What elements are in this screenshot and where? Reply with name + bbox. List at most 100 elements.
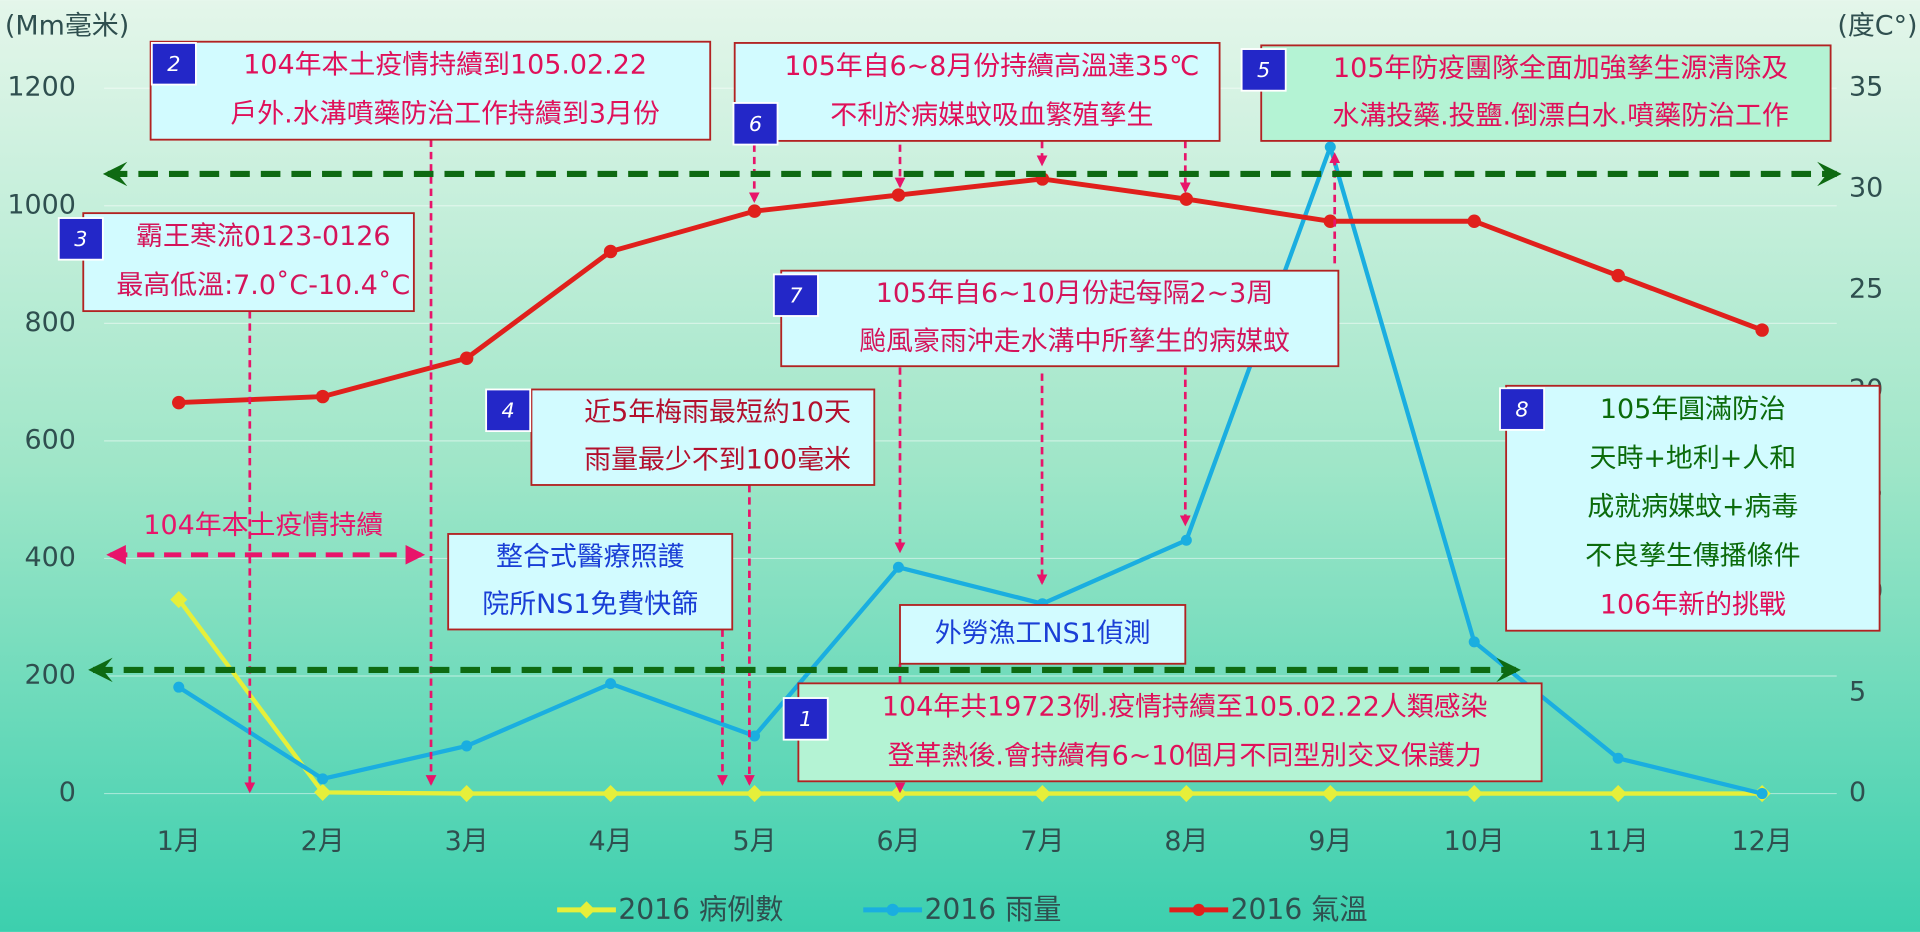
- point: [170, 591, 188, 609]
- annotation-text: 整合式醫療照護: [496, 541, 685, 572]
- annotation-text: 105年圓滿防治: [1600, 394, 1786, 425]
- badge-number: 3: [74, 227, 87, 251]
- point: [317, 773, 329, 785]
- annotation-text: 天時+地利+人和: [1590, 443, 1797, 474]
- annotation-text: 105年自6~8月份持續高溫達35℃: [784, 51, 1199, 82]
- x-tick-label: 11月: [1588, 826, 1649, 857]
- y-axis-label: (Mm毫米): [5, 11, 129, 42]
- point: [1756, 788, 1768, 800]
- point: [892, 561, 904, 573]
- point: [747, 204, 762, 218]
- point: [1609, 784, 1627, 803]
- y-tick-label: 1000: [7, 189, 76, 220]
- y2-tick-label: 0: [1849, 777, 1866, 808]
- badge: [1499, 387, 1545, 431]
- point: [1612, 752, 1624, 764]
- x-tick-label: 9月: [1308, 826, 1352, 857]
- period-label: 104年本土疫情持續: [143, 510, 383, 541]
- x-tick-label: 4月: [589, 826, 633, 857]
- point: [1324, 141, 1336, 153]
- badge: [150, 42, 197, 86]
- badge-number: 1: [799, 707, 812, 731]
- point: [458, 784, 476, 803]
- annotation-box: [447, 533, 734, 631]
- badge: [732, 102, 779, 146]
- annotation-box: [530, 388, 876, 486]
- annotation-text: 104年共19723例.疫情持續至105.02.22人類感染: [882, 691, 1488, 722]
- x-tick-label: 6月: [876, 826, 920, 857]
- annotation-box: [797, 682, 1543, 783]
- badge-number: 2: [167, 52, 180, 76]
- badge: [485, 388, 532, 433]
- annotation-box: [82, 212, 415, 313]
- x-tick-label: 5月: [732, 826, 776, 857]
- badge-number: 6: [749, 112, 762, 136]
- y2-tick-label: 5: [1849, 676, 1866, 707]
- annotation-text: 颱風豪雨沖走水溝中所孳生的病媒蚊: [859, 326, 1290, 357]
- point: [749, 730, 761, 742]
- x-tick-label: 3月: [445, 826, 489, 857]
- point: [461, 740, 473, 752]
- annotation-text: 不良孳生傳播條件: [1585, 541, 1800, 572]
- point: [1179, 192, 1194, 206]
- annotation-text: 院所NS1免費快篩: [482, 589, 698, 620]
- y2-tick-label: 35: [1849, 72, 1883, 103]
- annotation-text: 105年防疫團隊全面加強孳生源清除及: [1333, 53, 1788, 84]
- legend-marker: [1192, 903, 1205, 916]
- annotation-text: 106年新的挑戰: [1600, 590, 1786, 621]
- badge-number: 8: [1515, 397, 1528, 421]
- y-tick-label: 0: [59, 777, 76, 808]
- x-tick-label: 8月: [1164, 826, 1208, 857]
- annotation-box: [1260, 44, 1832, 142]
- y-tick-label: 200: [25, 660, 76, 691]
- annotation-box: [733, 42, 1221, 142]
- annotation-text: 近5年梅雨最短約10天: [584, 397, 851, 428]
- point: [1177, 784, 1195, 803]
- badge: [772, 273, 819, 317]
- point: [603, 244, 618, 259]
- y-tick-label: 800: [25, 307, 76, 338]
- y-tick-label: 1200: [7, 72, 76, 103]
- legend-label: 2016 氣溫: [1231, 893, 1368, 926]
- annotation-text: 水溝投藥.投鹽.倒漂白水.噴藥防治工作: [1332, 101, 1788, 132]
- point: [1467, 214, 1481, 228]
- annotation-text: 成就病媒蚊+病毒: [1587, 492, 1798, 523]
- point: [315, 389, 330, 404]
- badge-number: 5: [1257, 58, 1270, 82]
- y-tick-label: 400: [25, 542, 76, 573]
- x-tick-label: 2月: [301, 826, 345, 857]
- point: [605, 678, 617, 690]
- legend-marker: [886, 903, 899, 916]
- point: [1465, 784, 1483, 803]
- point: [891, 188, 906, 202]
- y-tick-label: 600: [25, 424, 76, 455]
- point: [173, 681, 185, 693]
- y2-tick-label: 30: [1849, 173, 1883, 204]
- series-line: [178, 176, 1763, 406]
- x-tick-label: 12月: [1732, 826, 1793, 857]
- x-tick-label: 10月: [1444, 826, 1505, 857]
- legend-label: 2016 雨量: [924, 893, 1061, 926]
- badge: [1240, 48, 1287, 92]
- annotation-box: [899, 604, 1187, 665]
- annotation-text: 不利於病媒蚊吸血繁殖孳生: [830, 100, 1153, 131]
- annotation-text: 外勞漁工NS1偵測: [935, 618, 1151, 649]
- badge-number: 4: [502, 399, 515, 423]
- x-tick-label: 7月: [1020, 826, 1064, 857]
- point: [459, 351, 474, 366]
- annotation-text: 霸王寒流0123-0126: [136, 221, 390, 252]
- point: [1033, 784, 1051, 803]
- annotation-text: 登革熱後.會持續有6~10個月不同型別交叉保護力: [888, 740, 1482, 771]
- annotation-box: [149, 40, 712, 141]
- badge-number: 7: [789, 283, 803, 307]
- annotation-box: [780, 269, 1340, 368]
- annotation-text: 105年自6~10月份起每隔2~3周: [876, 278, 1274, 309]
- badge: [782, 697, 829, 741]
- legend-label: 2016 病例數: [618, 893, 783, 926]
- annotation-text: 雨量最少不到100毫米: [584, 445, 851, 476]
- annotation-box: [1505, 384, 1881, 632]
- point: [745, 784, 764, 803]
- annotation-text: 104年本土疫情持續到105.02.22: [243, 50, 647, 81]
- y2-axis-label: (度C°): [1837, 11, 1917, 42]
